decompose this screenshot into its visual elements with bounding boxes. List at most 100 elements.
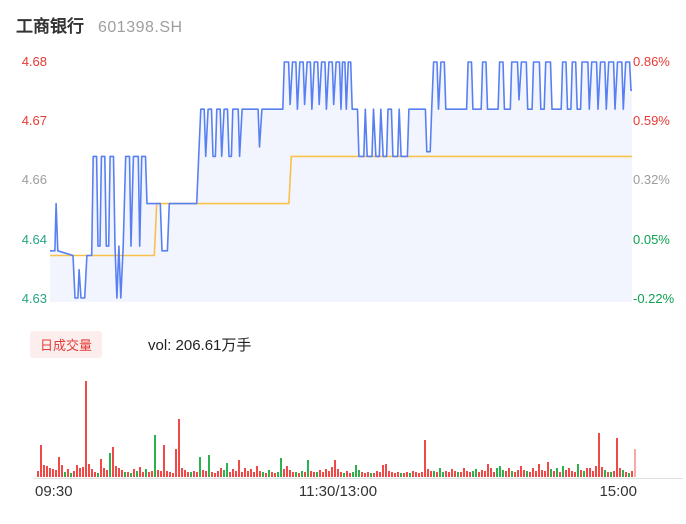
- price-tick-label: 4.64: [21, 232, 47, 247]
- volume-bar: [463, 468, 465, 477]
- volume-bars: [37, 381, 636, 477]
- volume-bar: [76, 465, 78, 477]
- volume-bar: [43, 465, 45, 477]
- volume-bar: [451, 469, 453, 477]
- volume-bar: [478, 472, 480, 477]
- volume-bar: [553, 471, 555, 477]
- volume-bar: [205, 471, 207, 477]
- volume-bar: [250, 469, 252, 477]
- volume-bar: [439, 468, 441, 477]
- volume-bar: [112, 447, 114, 477]
- price-area-fill: [50, 62, 632, 302]
- volume-bar: [562, 466, 564, 477]
- volume-bar: [337, 469, 339, 477]
- volume-bar: [175, 449, 177, 477]
- volume-bar: [448, 472, 450, 477]
- volume-bar: [268, 470, 270, 477]
- volume-bar: [391, 472, 393, 477]
- volume-bar: [601, 467, 603, 477]
- volume-bar: [622, 470, 624, 477]
- volume-bar: [544, 471, 546, 477]
- volume-bar: [223, 470, 225, 477]
- volume-bar: [517, 470, 519, 477]
- percent-tick-label: 0.05%: [633, 232, 670, 247]
- volume-bar: [40, 445, 42, 477]
- volume-bar: [397, 472, 399, 477]
- volume-bar: [469, 472, 471, 477]
- volume-bar: [151, 471, 153, 477]
- volume-bar: [550, 469, 552, 477]
- volume-bar: [253, 472, 255, 477]
- volume-bar: [58, 457, 60, 477]
- volume-bar: [559, 472, 561, 477]
- volume-bar: [310, 471, 312, 477]
- volume-bar: [214, 473, 216, 477]
- volume-bar: [136, 471, 138, 477]
- volume-bar: [322, 472, 324, 477]
- volume-bar: [499, 466, 501, 477]
- percent-tick-label: 0.32%: [633, 172, 670, 187]
- volume-bar: [400, 473, 402, 477]
- volume-bar: [79, 468, 81, 477]
- volume-bar: [82, 467, 84, 477]
- volume-bar: [472, 471, 474, 477]
- volume-bar: [520, 466, 522, 477]
- price-line: [50, 61, 632, 299]
- volume-bar: [172, 473, 174, 477]
- volume-bar: [202, 470, 204, 477]
- volume-bar: [67, 469, 69, 477]
- volume-bar: [454, 471, 456, 477]
- volume-bar: [418, 473, 420, 477]
- volume-bar: [460, 472, 462, 477]
- volume-bar: [532, 468, 534, 477]
- volume-bar: [421, 472, 423, 477]
- volume-bar: [61, 465, 63, 477]
- volume-bar: [376, 471, 378, 477]
- time-tick-label: 15:00: [599, 483, 637, 500]
- volume-bar: [541, 470, 543, 477]
- volume-bar: [121, 470, 123, 477]
- price-tick-label: 4.63: [21, 291, 47, 306]
- price-tick-label: 4.68: [21, 54, 47, 69]
- volume-bar: [442, 472, 444, 477]
- volume-bar: [46, 466, 48, 477]
- volume-bar: [193, 471, 195, 477]
- volume-tab-badge[interactable]: 日成交量: [30, 331, 103, 358]
- volume-bar: [394, 473, 396, 477]
- volume-bar: [355, 465, 357, 477]
- volume-bar: [109, 453, 111, 477]
- volume-bar: [256, 466, 258, 477]
- volume-bar: [382, 465, 384, 477]
- volume-bar: [181, 468, 183, 477]
- volume-bar: [616, 438, 618, 477]
- volume-bar: [166, 471, 168, 477]
- volume-value: vol: 206.61万手: [148, 337, 252, 354]
- time-axis-line: [33, 478, 683, 479]
- volume-bar: [241, 472, 243, 477]
- volume-bar: [475, 469, 477, 477]
- volume-bar: [331, 467, 333, 477]
- volume-bar: [274, 473, 276, 477]
- volume-bar: [508, 468, 510, 477]
- volume-bar: [106, 470, 108, 477]
- volume-bar: [283, 469, 285, 477]
- price-tick-label: 4.66: [21, 172, 47, 187]
- volume-bar: [220, 468, 222, 477]
- volume-bar: [190, 472, 192, 477]
- volume-bar: [313, 472, 315, 477]
- volume-bar: [55, 470, 57, 477]
- volume-bar: [613, 471, 615, 477]
- volume-bar: [226, 463, 228, 477]
- volume-bar: [571, 471, 573, 477]
- volume-bar: [103, 468, 105, 477]
- volume-bar: [511, 471, 513, 477]
- volume-bar: [493, 472, 495, 477]
- volume-bar: [373, 473, 375, 477]
- volume-bar: [565, 470, 567, 477]
- volume-bar: [316, 472, 318, 477]
- volume-bar: [262, 472, 264, 477]
- volume-bar: [412, 471, 414, 477]
- volume-bar: [349, 473, 351, 477]
- volume-bar: [304, 472, 306, 477]
